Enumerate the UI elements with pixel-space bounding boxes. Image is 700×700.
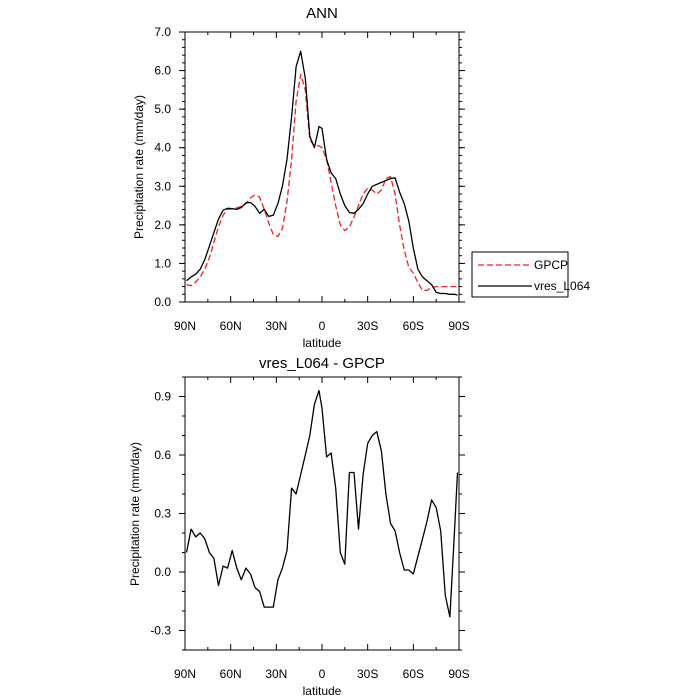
bottom-y-tick-label: 0.6 (154, 448, 171, 462)
bottom-x-tick-label: 90N (174, 667, 196, 681)
bottom-x-tick-label: 30N (265, 667, 287, 681)
top-x-tick-label: 60S (403, 319, 424, 333)
top-y-tick-label: 0.0 (154, 295, 171, 309)
top-series-line-gpcp (186, 73, 458, 292)
bottom-x-axis-label: latitude (303, 684, 342, 698)
top-y-tick-label: 1.0 (154, 256, 171, 270)
top-x-tick-label: 90S (448, 319, 469, 333)
bottom-x-tick-label: 30S (357, 667, 378, 681)
top-series (186, 50, 458, 296)
legend-label-vres: vres_L064 (534, 279, 590, 293)
top-series-line-vres-l064 (186, 50, 458, 296)
bottom-x-tick-label: 60N (220, 667, 242, 681)
top-x-tick-label: 0 (319, 319, 326, 333)
bottom-series-line-vres-l064-gpcp (185, 389, 459, 618)
bottom-plot-frame (184, 376, 460, 651)
bottom-series (185, 389, 459, 618)
top-y-tick-label: 3.0 (154, 179, 171, 193)
bottom-ticks: 90N 60N 30N 0 30S 60S 90S -0.3 0.0 0.3 0.6 0.9 (150, 376, 470, 681)
top-x-tick-label: 30N (265, 319, 287, 333)
bottom-x-tick-label: 0 (319, 667, 326, 681)
bottom-panel: vres_L064 - GPCP 90N 60N 30N 0 30S 60S 90S -0.3… (128, 355, 470, 698)
top-x-tick-label: 60N (220, 319, 242, 333)
top-y-tick-label: 6.0 (154, 64, 171, 78)
bottom-x-tick-label: 90S (448, 667, 469, 681)
top-plot-frame (184, 31, 460, 303)
top-y-tick-label: 5.0 (154, 102, 171, 116)
top-x-axis-label: latitude (303, 336, 342, 350)
legend-label-gpcp: GPCP (534, 258, 568, 272)
top-y-tick-label: 4.0 (154, 141, 171, 155)
bottom-y-tick-label: 0.3 (154, 507, 171, 521)
top-y-tick-label: 7.0 (154, 25, 171, 39)
top-x-tick-label: 90N (174, 319, 196, 333)
bottom-y-tick-label: 0.0 (154, 565, 171, 579)
top-y-axis-label: Precipitation rate (mm/day) (132, 95, 146, 239)
bottom-y-axis-label: Precipitation rate (mm/day) (128, 442, 142, 586)
top-ticks: 90N 60N 30N 0 30S 60S 90S 0.0 1.0 2.0 3.0 4.0 5.0 6.0… (154, 25, 469, 333)
top-x-tick-label: 30S (357, 319, 378, 333)
top-y-tick-label: 2.0 (154, 218, 171, 232)
bottom-y-tick-label: 0.9 (154, 390, 171, 404)
top-panel: ANN 90N 60N 30N 0 30S 60S 90S 0.0 1.0 2.0 3.0 4.0 5.… (132, 5, 590, 350)
bottom-y-tick-label: -0.3 (150, 624, 171, 638)
top-chart-title: ANN (306, 5, 338, 22)
legend: GPCP vres_L064 (471, 251, 590, 298)
legend-box (471, 251, 569, 298)
bottom-x-tick-label: 60S (403, 667, 424, 681)
bottom-chart-title: vres_L064 - GPCP (259, 355, 385, 372)
